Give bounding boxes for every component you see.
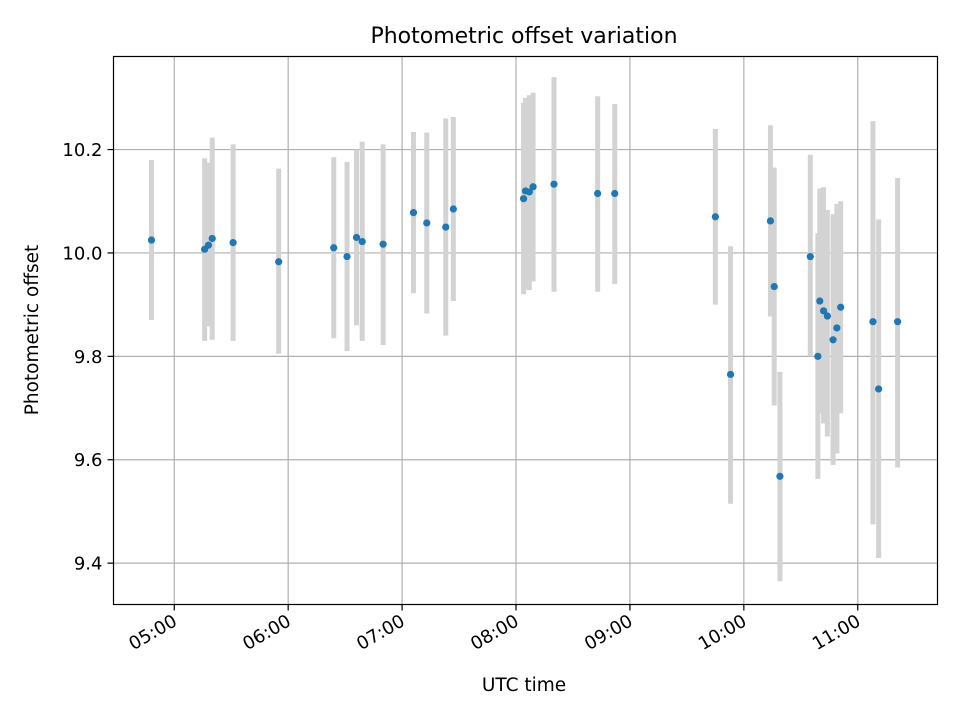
data-point <box>442 223 450 231</box>
error-bars <box>148 77 901 582</box>
data-point <box>829 336 837 344</box>
data-point <box>711 213 719 221</box>
data-point <box>423 219 431 227</box>
data-point <box>776 472 784 480</box>
data-point <box>766 217 775 225</box>
x-tick-label: 10:00 <box>695 611 750 655</box>
data-point <box>208 234 216 243</box>
data-point <box>875 385 883 393</box>
data-point <box>894 318 902 326</box>
data-point <box>525 188 533 196</box>
y-axis-label: Photometric offset <box>22 245 43 416</box>
data-point <box>814 352 822 360</box>
y-tick-label: 9.6 <box>74 450 103 471</box>
data-point <box>358 237 366 246</box>
data-point <box>833 324 841 332</box>
data-point <box>520 195 528 203</box>
x-tick-label: 08:00 <box>467 611 522 655</box>
data-point <box>819 307 828 315</box>
data-point <box>204 241 213 249</box>
x-tick-label: 09:00 <box>581 611 636 655</box>
y-tick-label: 9.8 <box>74 347 103 368</box>
y-tick-label: 10.0 <box>62 243 102 264</box>
data-point <box>379 240 387 248</box>
data-point <box>550 180 558 188</box>
data-point <box>330 244 338 252</box>
data-point <box>449 205 457 213</box>
x-tick-label: 11:00 <box>809 611 864 655</box>
data-point <box>343 252 351 261</box>
x-tick-label: 07:00 <box>353 611 408 655</box>
data-point <box>611 189 619 198</box>
data-point <box>352 233 361 242</box>
x-axis: 05:00 06:00 07:00 08:00 09:00 10:00 11:00 <box>125 604 864 655</box>
y-tick-label: 10.2 <box>62 140 102 161</box>
y-tick-label: 9.4 <box>74 554 103 575</box>
data-point <box>594 189 602 198</box>
data-point <box>409 209 418 217</box>
x-tick-label: 06:00 <box>239 611 294 655</box>
data-point <box>816 297 824 305</box>
data-point <box>837 303 845 311</box>
chart-title: Photometric offset variation <box>370 24 677 49</box>
data-point <box>726 370 735 379</box>
data-point <box>869 318 877 326</box>
data-point <box>770 282 778 291</box>
x-tick-label: 05:00 <box>125 611 180 655</box>
data-point <box>806 252 814 261</box>
data-point <box>147 236 156 244</box>
data-point <box>823 312 831 320</box>
data-points <box>147 180 902 480</box>
x-axis-label: UTC time <box>482 675 566 696</box>
data-point <box>275 258 283 266</box>
data-point <box>529 183 537 191</box>
data-point <box>229 239 237 247</box>
plot-frame <box>112 55 939 606</box>
y-axis: 9.4 9.6 9.8 10.0 10.2 <box>62 140 114 575</box>
grid <box>113 56 938 605</box>
